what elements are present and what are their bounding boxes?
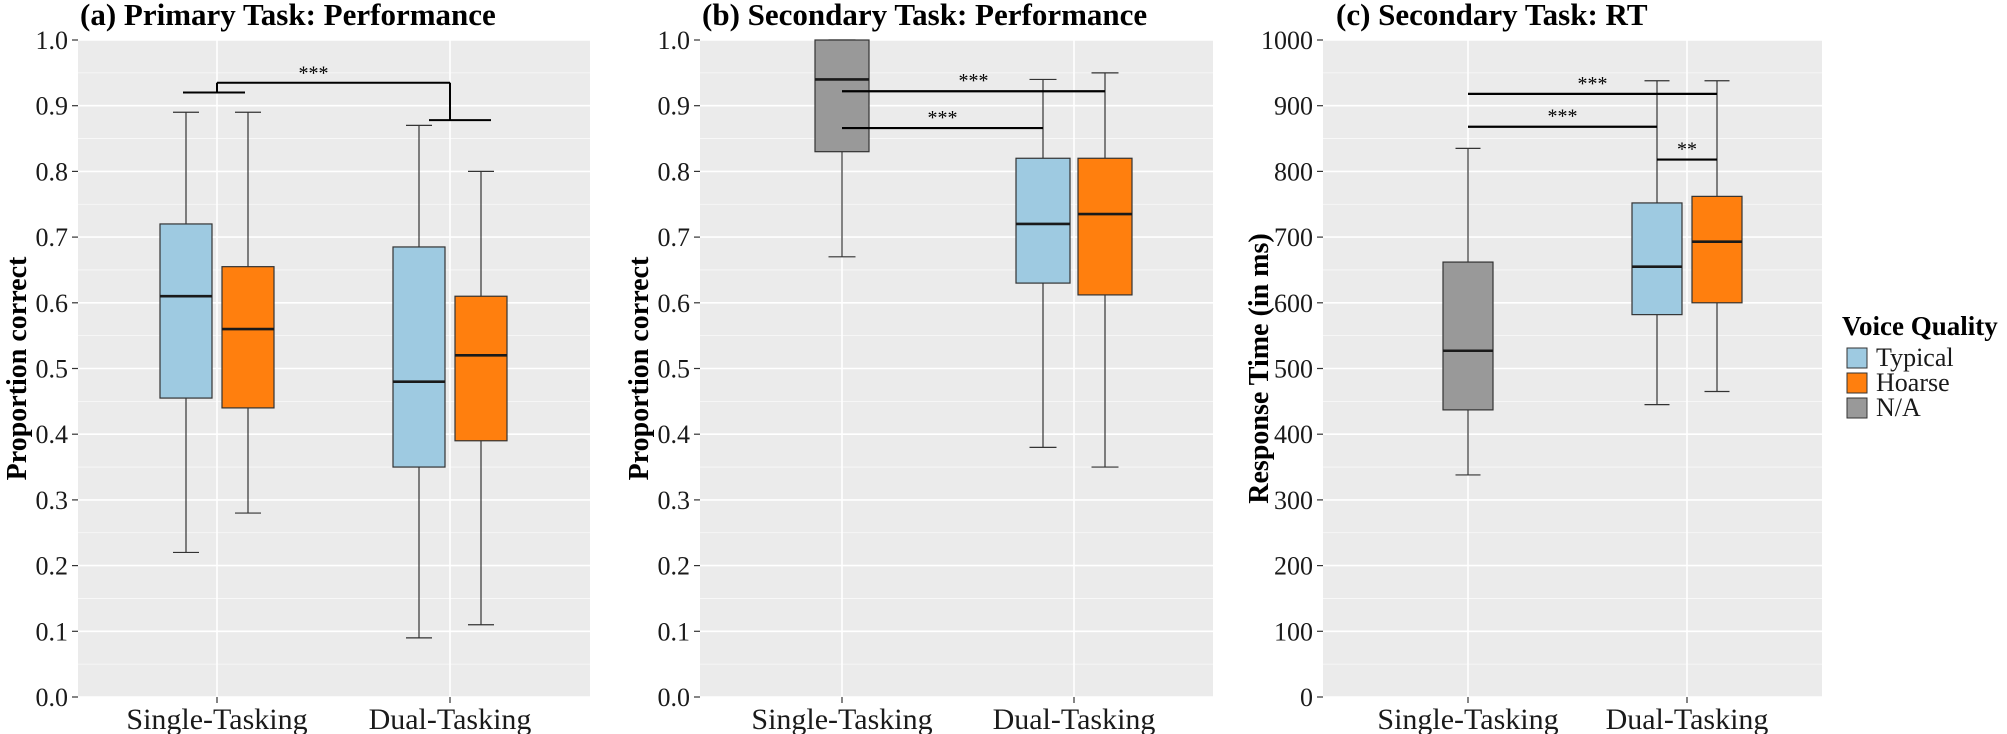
y-tick-label: 700 xyxy=(1274,223,1313,252)
box-iqr xyxy=(1691,195,1743,304)
legend-item-hoarse: Hoarse xyxy=(1846,368,1950,397)
y-tick-label: 0.1 xyxy=(36,617,69,646)
significance-label: ** xyxy=(1677,139,1697,161)
y-tick-label: 0.4 xyxy=(36,420,69,449)
y-tick-label: 0.7 xyxy=(658,223,691,252)
legend-label: Typical xyxy=(1876,343,1954,372)
legend-label: N/A xyxy=(1876,393,1921,422)
y-tick-label: 0.8 xyxy=(658,157,691,186)
y-tick-label: 800 xyxy=(1274,157,1313,186)
y-tick-label: 0.7 xyxy=(36,223,69,252)
panel-title: (c) Secondary Task: RT xyxy=(1336,0,1648,32)
significance-annotation: *** xyxy=(1468,73,1717,95)
chart-panel-3: 0 100 200 300 400 500 600 700 800 900 1000 Single-T… xyxy=(1244,0,1822,734)
significance-annotation: *** xyxy=(842,70,1105,93)
significance-annotation: ** xyxy=(1657,139,1717,161)
box-dual-tasking-hoarse xyxy=(454,170,508,626)
box-iqr xyxy=(1631,202,1683,316)
x-tick-label: Single-Tasking xyxy=(126,703,307,734)
box-single-tasking-typical xyxy=(159,111,213,554)
box-iqr xyxy=(454,295,508,442)
box-iqr xyxy=(159,223,213,399)
box-iqr xyxy=(1442,261,1494,411)
y-tick-label: 0.5 xyxy=(36,355,69,384)
legend-swatch xyxy=(1846,397,1868,419)
box-single-tasking-na xyxy=(1442,147,1494,476)
box-dual-tasking-typical xyxy=(1631,80,1683,406)
y-tick-label: 0.3 xyxy=(36,486,69,515)
significance-label: *** xyxy=(1578,73,1608,95)
significance-label: *** xyxy=(299,63,329,85)
box-iqr xyxy=(1015,157,1071,284)
legend-label: Hoarse xyxy=(1876,368,1950,397)
y-tick-label: 1000 xyxy=(1261,26,1313,55)
significance-annotation: *** xyxy=(842,107,1043,130)
box-dual-tasking-typical xyxy=(1015,78,1071,448)
panels: 0.0 0.1 0.2 0.3 0.4 0.5 0.6 0.7 0.8 0.9 1.0 Single-… xyxy=(2,0,1822,734)
x-tick-label: Single-Tasking xyxy=(1377,703,1558,734)
y-tick-label: 300 xyxy=(1274,486,1313,515)
y-tick-label: 400 xyxy=(1274,420,1313,449)
legend-item-na: N/A xyxy=(1846,393,1921,422)
panel-title: (a) Primary Task: Performance xyxy=(80,0,496,32)
panel-title: (b) Secondary Task: Performance xyxy=(702,0,1147,32)
y-tick-label: 0.9 xyxy=(658,92,691,121)
y-axis-title: Response Time (in ms) xyxy=(1244,233,1275,503)
y-tick-label: 1.0 xyxy=(658,26,691,55)
box-iqr xyxy=(814,39,870,153)
x-tick-label: Dual-Tasking xyxy=(369,703,532,734)
y-tick-label: 0.6 xyxy=(36,289,69,318)
significance-label: *** xyxy=(959,70,989,92)
chart-panel-2: 0.0 0.1 0.2 0.3 0.4 0.5 0.6 0.7 0.8 0.9 1.0 Single-… xyxy=(624,0,1213,734)
box-single-tasking-na xyxy=(814,39,870,258)
y-tick-label: 0.5 xyxy=(658,355,691,384)
y-axis-title: Proportion correct xyxy=(624,256,655,480)
y-tick-label: 0.8 xyxy=(36,157,69,186)
y-tick-label: 0.6 xyxy=(658,289,691,318)
y-axis-title: Proportion correct xyxy=(2,256,33,480)
x-tick-label: Dual-Tasking xyxy=(993,703,1156,734)
box-iqr xyxy=(392,246,446,468)
y-tick-label: 0.0 xyxy=(658,683,691,712)
y-tick-label: 900 xyxy=(1274,92,1313,121)
legend-swatch xyxy=(1846,372,1868,394)
y-tick-label: 500 xyxy=(1274,355,1313,384)
y-tick-label: 200 xyxy=(1274,552,1313,581)
box-dual-tasking-typical xyxy=(392,124,446,639)
significance-annotation: *** xyxy=(1468,106,1657,128)
x-tick-label: Dual-Tasking xyxy=(1606,703,1769,734)
significance-label: *** xyxy=(928,107,958,129)
y-tick-label: 0.1 xyxy=(658,617,691,646)
legend-title: Voice Quality xyxy=(1842,311,1998,341)
chart-panel-1: 0.0 0.1 0.2 0.3 0.4 0.5 0.6 0.7 0.8 0.9 1.0 Single-… xyxy=(2,0,590,734)
box-dual-tasking-hoarse xyxy=(1077,72,1133,468)
box-iqr xyxy=(1077,157,1133,296)
legend-swatch xyxy=(1846,347,1868,369)
y-tick-label: 1.0 xyxy=(36,26,69,55)
x-tick-label: Single-Tasking xyxy=(751,703,932,734)
y-tick-label: 0.3 xyxy=(658,486,691,515)
y-tick-label: 0.2 xyxy=(658,552,691,581)
box-dual-tasking-hoarse xyxy=(1691,80,1743,393)
y-tick-label: 0 xyxy=(1300,683,1313,712)
significance-annotation: *** xyxy=(183,63,491,122)
box-single-tasking-hoarse xyxy=(221,111,275,514)
legend-item-typical: Typical xyxy=(1846,343,1954,372)
significance-label: *** xyxy=(1548,106,1578,128)
y-tick-label: 0.0 xyxy=(36,683,69,712)
box-iqr xyxy=(221,266,275,409)
y-tick-label: 600 xyxy=(1274,289,1313,318)
y-tick-label: 0.2 xyxy=(36,552,69,581)
y-tick-label: 0.4 xyxy=(658,420,691,449)
y-tick-label: 100 xyxy=(1274,617,1313,646)
y-tick-label: 0.9 xyxy=(36,92,69,121)
